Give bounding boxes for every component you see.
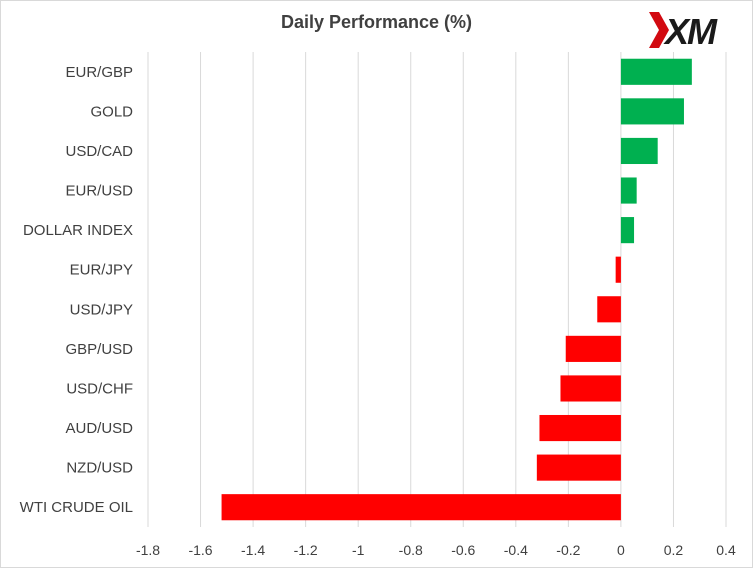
category-label: USD/JPY [70,301,133,318]
bar [565,335,621,362]
x-tick-label: -0.8 [399,542,423,558]
x-tick-label: -1.2 [294,542,318,558]
bar [536,454,621,481]
bar [620,177,637,204]
category-label: USD/CHF [66,380,133,397]
xm-logo: XM [649,11,720,52]
grid-lines [147,52,727,527]
x-tick-label: -0.2 [556,542,580,558]
x-tick-label: -1 [352,542,365,558]
category-label: EUR/GBP [65,64,133,81]
bar [620,217,635,244]
category-label: USD/CAD [65,143,133,160]
x-tick-label: -1.6 [188,542,212,558]
chart-title: Daily Performance (%) [280,12,473,32]
category-label: AUD/USD [65,420,133,437]
bars [221,58,692,521]
x-tick-label: 0.4 [716,542,736,558]
category-label: GBP/USD [65,341,133,358]
category-label: NZD/USD [66,460,133,477]
category-label: GOLD [90,103,133,120]
bar [539,414,621,442]
bar [560,375,621,402]
bar [620,137,658,165]
xm-logo-text: XM [663,11,718,52]
x-tick-labels: -1.8 -1.6 -1.4 -1.2 -1 -0.8 -0.6 -0.4 -0.2 0 0.2 0.… [136,542,736,558]
xm-logo-mark [649,12,669,48]
bar [620,58,692,85]
category-label: EUR/USD [65,183,133,200]
x-tick-label: -1.4 [241,542,265,558]
category-labels: EUR/GBP GOLD USD/CAD EUR/USD DOLLAR INDEX EUR… [20,64,134,516]
x-tick-label: 0.2 [664,542,684,558]
bar [615,256,621,283]
category-label: WTI CRUDE OIL [20,499,133,516]
x-tick-label: -1.8 [136,542,160,558]
bar [620,98,684,125]
x-tick-label: -0.4 [504,542,528,558]
x-tick-label: 0 [617,542,625,558]
x-tick-label: -0.6 [451,542,475,558]
category-label: EUR/JPY [70,262,133,279]
bar [597,296,621,323]
bar [221,494,621,521]
category-label: DOLLAR INDEX [23,222,133,239]
